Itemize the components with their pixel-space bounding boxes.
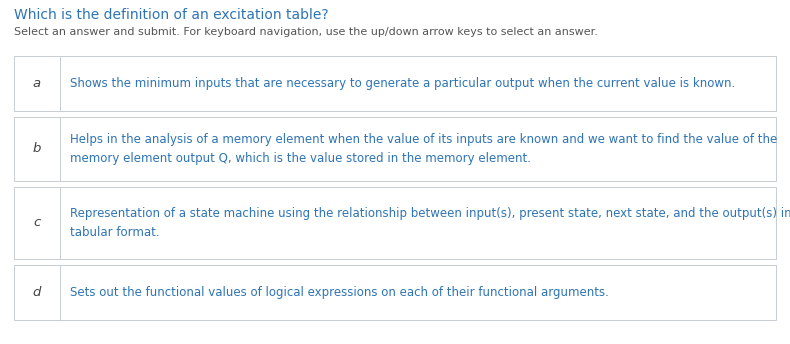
Bar	[14, 117, 776, 181]
Text: Sets out the functional values of logical expressions on each of their functiona: Sets out the functional values of logica…	[70, 286, 609, 299]
Bar	[14, 187, 776, 259]
Text: d: d	[33, 286, 41, 299]
Text: Helps in the analysis of a memory element when the value of its inputs are known: Helps in the analysis of a memory elemen…	[70, 133, 777, 165]
Text: Shows the minimum inputs that are necessary to generate a particular output when: Shows the minimum inputs that are necess…	[70, 77, 735, 90]
Bar	[14, 56, 776, 111]
Text: a: a	[33, 77, 41, 90]
Text: Select an answer and submit. For keyboard navigation, use the up/down arrow keys: Select an answer and submit. For keyboar…	[14, 27, 598, 37]
Bar	[14, 265, 776, 320]
Text: Which is the definition of an excitation table?: Which is the definition of an excitation…	[14, 8, 329, 22]
Text: b: b	[33, 142, 41, 155]
Text: c: c	[33, 216, 40, 229]
Text: Representation of a state machine using the relationship between input(s), prese: Representation of a state machine using …	[70, 207, 790, 239]
